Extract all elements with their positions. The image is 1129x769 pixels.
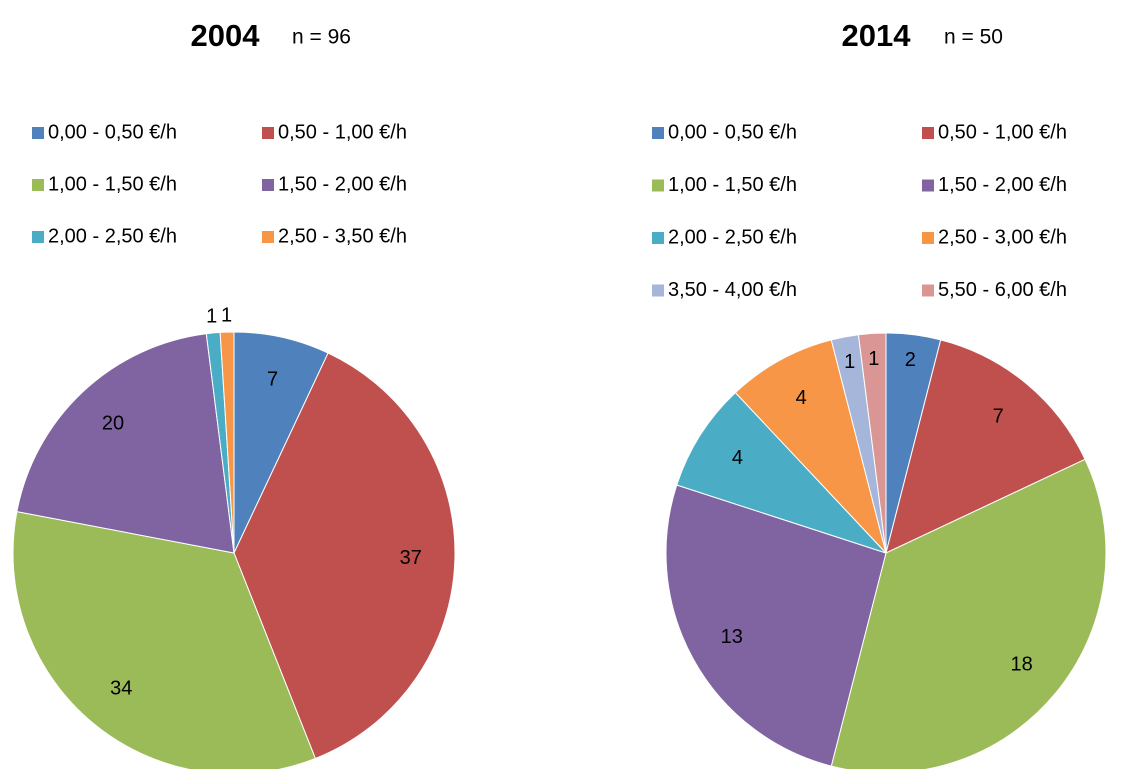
- legend-label: 0,00 - 0,50 €/h: [668, 121, 797, 143]
- legend-label: 1,00 - 1,50 €/h: [48, 173, 177, 195]
- legend-label: 2,50 - 3,00 €/h: [938, 226, 1067, 248]
- legend-swatch: [652, 127, 664, 139]
- legend-swatch: [922, 284, 934, 297]
- data-label: 4: [796, 387, 807, 409]
- legend-label: 0,50 - 1,00 €/h: [278, 121, 407, 143]
- legend-swatch: [262, 179, 274, 191]
- pie-slice: [219, 331, 235, 554]
- data-label: 20: [102, 412, 124, 434]
- data-label: 1: [221, 304, 232, 326]
- chart-subtitle: n = 96: [292, 26, 351, 49]
- pie-slice: [734, 339, 887, 554]
- pie-slice: [830, 458, 1107, 769]
- legend-label: 0,50 - 1,00 €/h: [938, 121, 1067, 143]
- data-label: 2: [905, 349, 916, 371]
- pie-slice: [16, 333, 235, 554]
- legend-label: 2,00 - 2,50 €/h: [668, 226, 797, 248]
- data-label: 34: [110, 678, 132, 700]
- data-label: 37: [400, 547, 422, 569]
- data-label: 1: [206, 305, 217, 327]
- legend-swatch: [922, 127, 934, 139]
- legend-label: 5,50 - 6,00 €/h: [938, 279, 1067, 301]
- pie-slice: [857, 332, 887, 554]
- legend-swatch: [922, 232, 934, 244]
- data-label: 7: [993, 406, 1004, 428]
- chart-subtitle: n = 50: [944, 26, 1003, 49]
- chart-title: 2014: [842, 18, 912, 53]
- chart-title: 2004: [191, 18, 261, 53]
- legend-swatch: [32, 179, 44, 191]
- legend-swatch: [32, 127, 44, 139]
- legend-label: 1,00 - 1,50 €/h: [668, 174, 797, 196]
- data-label: 13: [721, 626, 743, 648]
- pie-slice: [885, 339, 1086, 554]
- data-label: 1: [868, 348, 879, 370]
- data-label: 4: [732, 447, 743, 469]
- legend-swatch: [32, 231, 44, 243]
- legend-swatch: [652, 232, 664, 244]
- data-label: 18: [1010, 653, 1032, 675]
- legend-swatch: [262, 231, 274, 243]
- legend-label: 2,00 - 2,50 €/h: [48, 225, 177, 247]
- legend-label: 3,50 - 4,00 €/h: [668, 279, 797, 301]
- pie-slice: [12, 511, 317, 769]
- legend-swatch: [922, 179, 934, 192]
- legend-label: 1,50 - 2,00 €/h: [938, 174, 1067, 196]
- pie-slice: [665, 484, 887, 767]
- legend-swatch: [652, 284, 664, 297]
- legend-label: 0,00 - 0,50 €/h: [48, 121, 177, 143]
- legend-swatch: [652, 179, 664, 192]
- data-label: 1: [844, 351, 855, 373]
- legend-label: 1,50 - 2,00 €/h: [278, 173, 407, 195]
- legend-label: 2,50 - 3,50 €/h: [278, 225, 407, 247]
- legend-swatch: [262, 127, 274, 139]
- pie-slice: [676, 391, 887, 554]
- data-label: 7: [267, 369, 278, 391]
- pie-slice: [233, 352, 456, 760]
